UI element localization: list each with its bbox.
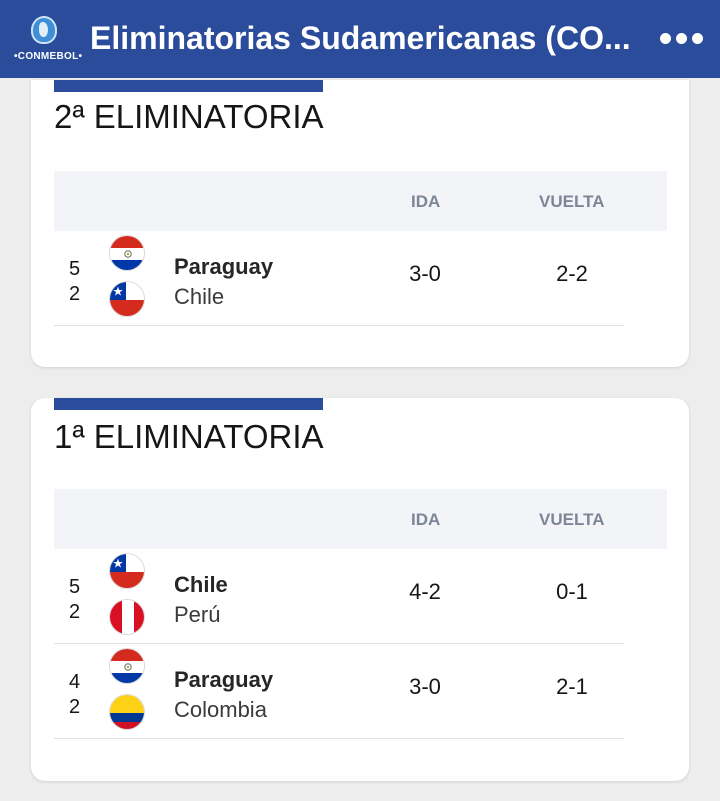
round-card-1: 1ª ELIMINATORIA IDA VUELTA 5 2 Chile Per… bbox=[31, 398, 689, 781]
score-vuelta: 2-1 bbox=[556, 674, 588, 699]
team-names: Chile Perú bbox=[174, 570, 228, 630]
paraguay-flag-icon bbox=[109, 648, 145, 684]
column-header-vuelta: VUELTA bbox=[539, 510, 605, 529]
chile-flag-icon bbox=[109, 281, 145, 317]
table-header: IDA VUELTA bbox=[54, 171, 667, 231]
paraguay-flag-icon bbox=[109, 235, 145, 271]
team-top-name: Paraguay bbox=[174, 667, 274, 692]
chile-flag-icon bbox=[109, 553, 145, 589]
colombia-flag-icon bbox=[109, 694, 145, 730]
match-row[interactable]: 4 2 Paraguay Colombia 3-0 2-1 bbox=[54, 644, 624, 739]
round-accent-bar bbox=[54, 80, 323, 92]
more-dot-icon bbox=[676, 32, 687, 44]
team-bottom-name: Colombia bbox=[174, 697, 267, 722]
logo-brand-text: •CONMEBOL• bbox=[14, 51, 83, 62]
more-dot-icon bbox=[660, 32, 671, 44]
globe-icon bbox=[31, 16, 57, 44]
round-title: 1ª ELIMINATORIA bbox=[54, 418, 324, 455]
match-row[interactable]: 5 2 Chile Perú 4-2 0-1 bbox=[54, 549, 624, 644]
team-names: Paraguay Colombia bbox=[174, 665, 273, 725]
conmebol-logo: •CONMEBOL• bbox=[14, 14, 83, 68]
score-ida: 3-0 bbox=[409, 674, 441, 699]
team-bottom-name: Perú bbox=[174, 602, 221, 627]
seed-numbers: 5 2 bbox=[69, 575, 83, 625]
more-options-button[interactable] bbox=[660, 30, 708, 46]
score-ida: 3-0 bbox=[409, 261, 441, 286]
match-row[interactable]: 5 2 Paraguay Chile 3-0 2-2 bbox=[54, 231, 624, 326]
score-vuelta: 2-2 bbox=[556, 261, 588, 286]
score-ida: 4-2 bbox=[409, 579, 441, 604]
table-header: IDA VUELTA bbox=[54, 489, 667, 549]
team-top-name: Paraguay bbox=[174, 254, 274, 279]
column-header-ida: IDA bbox=[411, 510, 441, 529]
score-vuelta: 0-1 bbox=[556, 579, 588, 604]
round-accent-bar bbox=[54, 398, 323, 410]
team-top-name: Chile bbox=[174, 572, 228, 597]
seed-bottom: 2 bbox=[69, 283, 81, 305]
seed-bottom: 2 bbox=[69, 696, 81, 718]
team-names: Paraguay Chile bbox=[174, 252, 273, 312]
round-title: 2ª ELIMINATORIA bbox=[54, 98, 324, 135]
page-title: Eliminatorias Sudamericanas (CO... bbox=[90, 20, 631, 56]
seed-top: 5 bbox=[69, 258, 81, 280]
seed-numbers: 4 2 bbox=[69, 670, 83, 720]
seed-top: 4 bbox=[69, 671, 81, 693]
seed-top: 5 bbox=[69, 576, 81, 598]
app-header: •CONMEBOL• Eliminatorias Sudamericanas (… bbox=[0, 0, 720, 78]
peru-flag-icon bbox=[109, 599, 145, 635]
column-header-ida: IDA bbox=[411, 192, 441, 211]
seed-bottom: 2 bbox=[69, 601, 81, 623]
team-bottom-name: Chile bbox=[174, 284, 225, 309]
more-dot-icon bbox=[692, 32, 703, 44]
round-card-2: 2ª ELIMINATORIA IDA VUELTA 5 2 Paraguay … bbox=[31, 80, 689, 367]
seed-numbers: 5 2 bbox=[69, 257, 83, 307]
column-header-vuelta: VUELTA bbox=[539, 192, 605, 211]
